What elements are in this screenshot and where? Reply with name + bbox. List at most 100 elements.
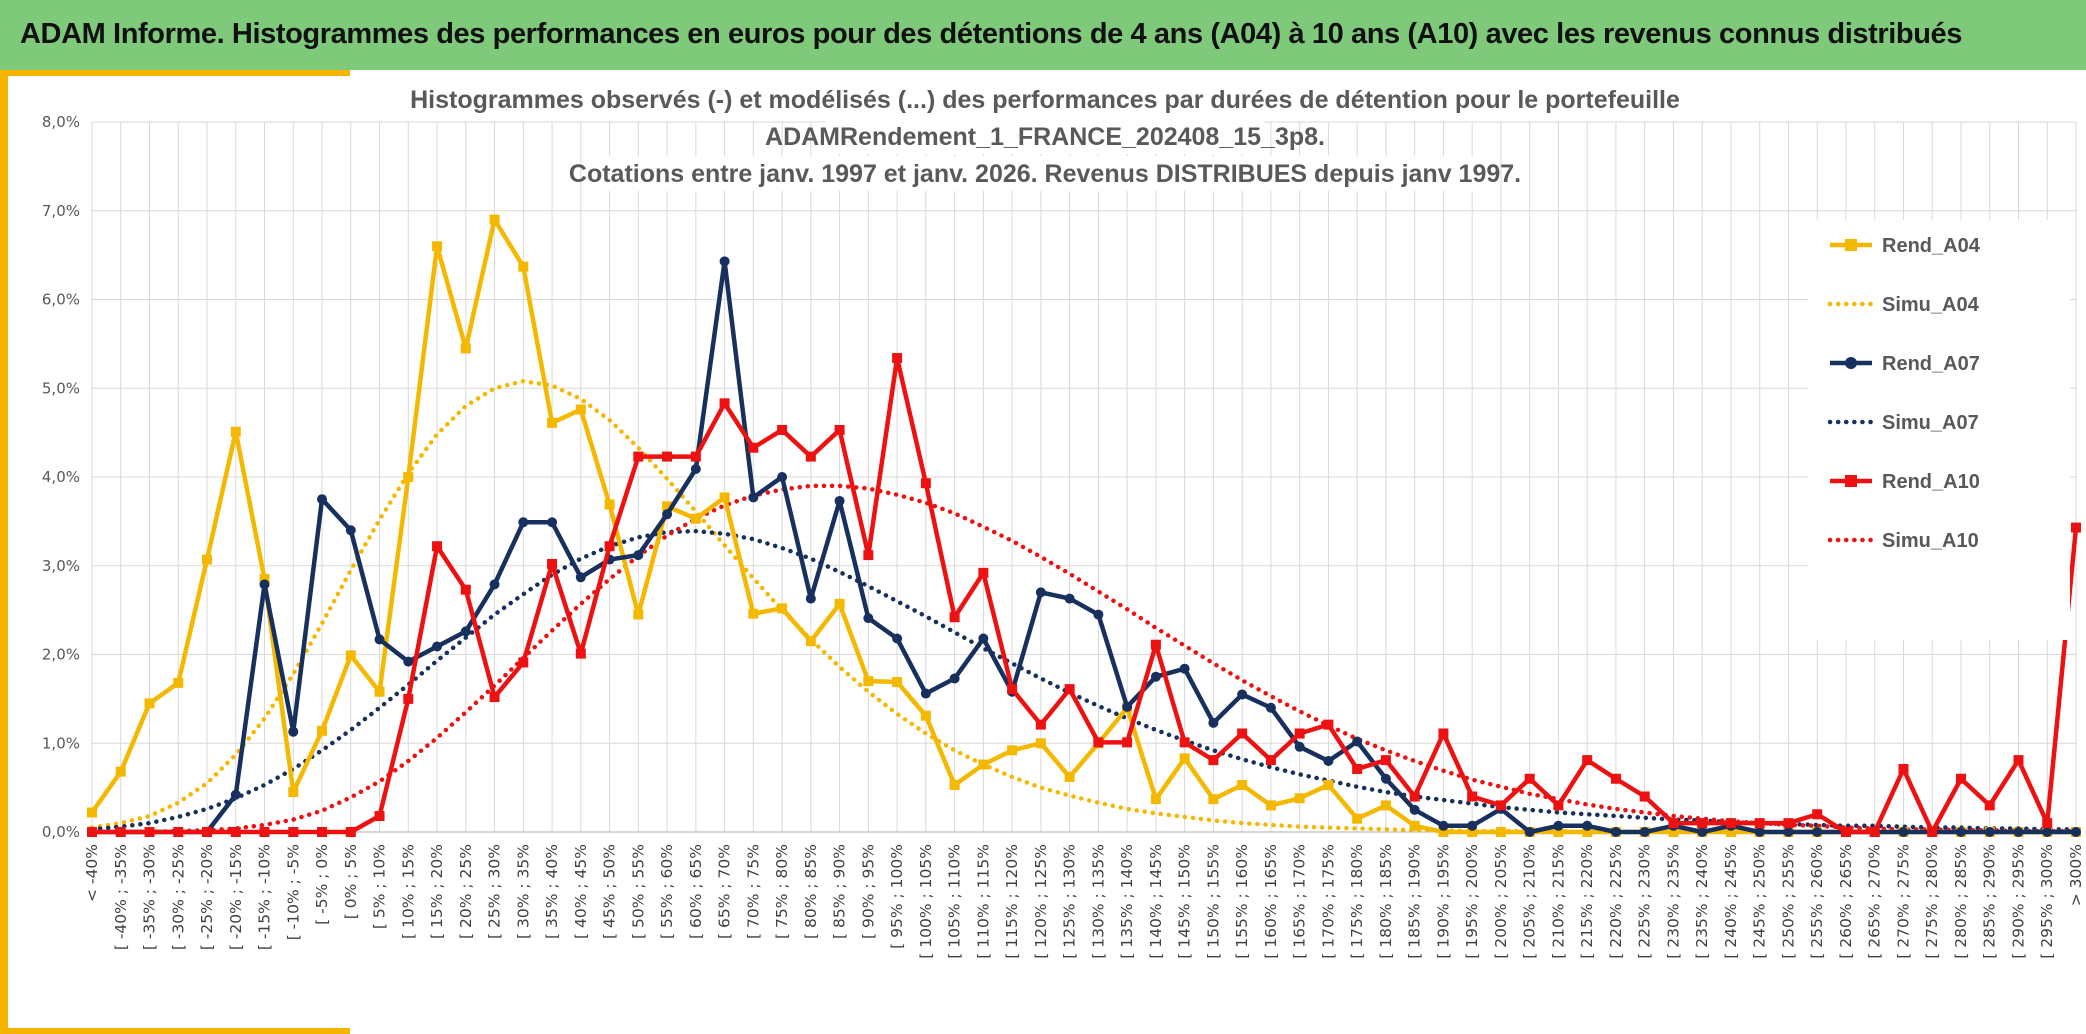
data-point bbox=[1639, 791, 1650, 802]
legend-item: Rend_A07 bbox=[1830, 353, 1980, 375]
x-tick-label: [ 55% ; 60% bbox=[658, 844, 676, 939]
series-line bbox=[89, 528, 2079, 832]
data-point bbox=[1380, 755, 1391, 766]
x-tick-label: [ 90% ; 95% bbox=[859, 844, 877, 939]
x-tick-label: [ 70% ; 75% bbox=[744, 844, 762, 939]
data-point bbox=[1553, 800, 1564, 811]
data-point bbox=[1467, 827, 1478, 837]
data-point bbox=[259, 827, 270, 837]
data-point bbox=[1812, 809, 1823, 820]
data-point bbox=[1438, 728, 1449, 739]
legend-item: Rend_A04 bbox=[1830, 235, 1981, 257]
x-tick-label: [ 80% ; 85% bbox=[802, 844, 820, 939]
data-point bbox=[777, 424, 788, 435]
x-tick-label: [ 35% ; 40% bbox=[543, 844, 561, 939]
data-point bbox=[1754, 827, 1765, 837]
data-point bbox=[460, 343, 471, 354]
data-point bbox=[604, 541, 615, 552]
data-point bbox=[1237, 689, 1248, 700]
data-point bbox=[547, 517, 558, 528]
data-point bbox=[575, 572, 586, 583]
x-tick-label: [ 140% ; 145% bbox=[1147, 844, 1165, 959]
data-point bbox=[690, 451, 701, 462]
data-point bbox=[949, 673, 960, 684]
chart-title-line: ADAMRendement_1_FRANCE_202408_15_3p8. bbox=[765, 123, 1325, 151]
data-point bbox=[1783, 818, 1794, 829]
data-point bbox=[1323, 779, 1334, 790]
data-point bbox=[288, 827, 299, 837]
data-point bbox=[1783, 827, 1794, 837]
data-point bbox=[633, 451, 644, 462]
data-point bbox=[518, 261, 529, 272]
data-point bbox=[834, 424, 845, 435]
data-point bbox=[1409, 820, 1420, 831]
data-point bbox=[547, 417, 558, 428]
y-tick-label: 4,0% bbox=[42, 468, 80, 486]
x-tick-label: [ -30% ; -25% bbox=[169, 844, 187, 950]
data-point bbox=[1150, 794, 1161, 805]
x-tick-label: [ 265% ; 270% bbox=[1866, 844, 1884, 959]
data-point bbox=[1582, 820, 1593, 831]
x-tick-label: [ 285% ; 290% bbox=[1981, 844, 1999, 959]
data-point bbox=[489, 579, 500, 590]
data-point bbox=[1093, 737, 1104, 748]
x-tick-label: [ 30% ; 35% bbox=[514, 844, 532, 939]
data-point bbox=[1064, 771, 1075, 782]
data-point bbox=[1294, 741, 1305, 752]
legend-label: Simu_A04 bbox=[1882, 294, 1980, 316]
data-point bbox=[690, 464, 701, 475]
x-tick-label: [ 105% ; 110% bbox=[946, 844, 964, 959]
data-point bbox=[432, 541, 443, 552]
x-tick-label: [ -40% ; -35% bbox=[112, 844, 130, 950]
data-point bbox=[719, 492, 730, 503]
legend-marker bbox=[1845, 475, 1857, 487]
x-tick-label: [ 235% ; 240% bbox=[1693, 844, 1711, 959]
data-point bbox=[87, 827, 97, 837]
x-tick-label: [ 10% ; 15% bbox=[399, 844, 417, 939]
data-point bbox=[2071, 522, 2081, 533]
data-point bbox=[1955, 773, 1966, 784]
x-tick-label: [ 255% ; 260% bbox=[1808, 844, 1826, 959]
data-point bbox=[403, 693, 414, 704]
data-point bbox=[317, 494, 328, 505]
data-point bbox=[115, 827, 126, 837]
data-point bbox=[1697, 827, 1708, 837]
x-tick-label: [ 25% ; 30% bbox=[486, 844, 504, 939]
x-tick-label: [ 290% ; 295% bbox=[2009, 844, 2027, 959]
x-tick-label: [ 5% ; 10% bbox=[371, 844, 389, 929]
data-point bbox=[719, 256, 730, 267]
data-point bbox=[202, 827, 213, 837]
data-point bbox=[518, 657, 529, 668]
x-tick-label: [ 190% ; 195% bbox=[1434, 844, 1452, 959]
x-tick-label: [ -5% ; 0% bbox=[313, 844, 331, 925]
data-point bbox=[1352, 736, 1363, 747]
x-tick-label: [ 295% ; 300% bbox=[2038, 844, 2056, 959]
x-tick-label: [ 85% ; 90% bbox=[831, 844, 849, 939]
y-tick-label: 6,0% bbox=[42, 291, 80, 309]
x-tick-label: [ 65% ; 70% bbox=[716, 844, 734, 939]
x-tick-label: [ 155% ; 160% bbox=[1233, 844, 1251, 959]
x-tick-label: [ 0% ; 5% bbox=[342, 844, 360, 919]
data-point bbox=[662, 509, 673, 520]
data-point bbox=[777, 472, 788, 482]
data-point bbox=[1150, 639, 1161, 650]
data-point bbox=[2013, 755, 2024, 766]
data-point bbox=[1927, 827, 1938, 837]
data-point bbox=[489, 692, 500, 703]
x-tick-label: [ 185% ; 190% bbox=[1406, 844, 1424, 959]
data-point bbox=[1179, 737, 1190, 748]
data-point bbox=[317, 827, 328, 837]
data-point bbox=[1754, 818, 1765, 829]
x-tick-label: [ 165% ; 170% bbox=[1291, 844, 1309, 959]
legend-item: Simu_A10 bbox=[1827, 530, 1979, 552]
data-point bbox=[805, 636, 816, 647]
data-point bbox=[1639, 827, 1650, 837]
data-point bbox=[575, 648, 586, 659]
data-point bbox=[777, 603, 788, 614]
data-point bbox=[345, 525, 356, 536]
series-rend-a10 bbox=[87, 353, 2081, 837]
data-point bbox=[1409, 804, 1420, 815]
x-tick-label: [ 180% ; 185% bbox=[1377, 844, 1395, 959]
data-point bbox=[202, 554, 213, 565]
data-point bbox=[1553, 820, 1564, 831]
